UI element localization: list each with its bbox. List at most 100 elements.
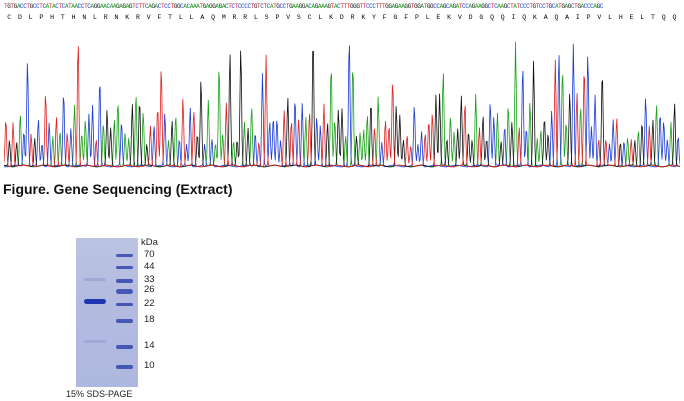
dna-base: A bbox=[439, 3, 444, 10]
amino-acid: R bbox=[243, 14, 248, 21]
dna-base: C bbox=[433, 3, 437, 10]
dna-base: G bbox=[173, 3, 178, 10]
dna-base: T bbox=[458, 3, 463, 10]
amino-acid: P bbox=[275, 14, 280, 21]
trace-c bbox=[4, 43, 680, 168]
dna-base: C bbox=[279, 3, 283, 10]
dna-base: T bbox=[375, 3, 380, 10]
dna-base: G bbox=[122, 3, 127, 10]
dna-base: C bbox=[462, 3, 466, 10]
amino-acid: C bbox=[307, 14, 312, 21]
dna-base: A bbox=[16, 3, 21, 10]
amino-acid: D bbox=[17, 14, 22, 21]
amino-acid: N bbox=[82, 14, 87, 21]
dna-base: T bbox=[378, 3, 383, 10]
dna-base: G bbox=[577, 3, 581, 10]
dna-base: A bbox=[109, 3, 114, 10]
marker-band bbox=[116, 303, 133, 306]
dna-base: T bbox=[545, 3, 549, 10]
amino-acid: T bbox=[168, 14, 173, 21]
dna-base: A bbox=[192, 3, 197, 10]
dna-base: T bbox=[330, 3, 335, 10]
dna-base: T bbox=[199, 3, 203, 10]
dna-base: A bbox=[112, 3, 117, 10]
amino-acid: H bbox=[71, 14, 76, 21]
amino-acid: L bbox=[640, 14, 645, 21]
amino-acid: P bbox=[586, 14, 591, 21]
dna-base: G bbox=[414, 3, 418, 10]
dna-base: C bbox=[372, 3, 376, 10]
amino-acid: D bbox=[339, 14, 344, 21]
dna-base: A bbox=[189, 3, 194, 10]
dna-base: A bbox=[183, 3, 187, 10]
dna-base: C bbox=[506, 3, 511, 10]
dna-base: A bbox=[125, 3, 130, 10]
dna-base: T bbox=[250, 3, 255, 10]
dna-base: G bbox=[176, 3, 181, 10]
dna-base: C bbox=[446, 3, 450, 10]
dna-base: C bbox=[231, 3, 235, 10]
dna-base: C bbox=[87, 3, 91, 10]
amino-acid: L bbox=[608, 14, 612, 21]
dna-base: C bbox=[61, 3, 66, 10]
dna-base: C bbox=[247, 3, 251, 10]
marker-band bbox=[116, 345, 133, 349]
dna-base: G bbox=[29, 3, 34, 10]
amino-acid: N bbox=[114, 14, 119, 21]
dna-base: A bbox=[321, 3, 325, 10]
amino-acid: L bbox=[189, 14, 194, 21]
marker-band bbox=[116, 365, 133, 369]
dna-base: C bbox=[237, 3, 242, 10]
dna-base: T bbox=[285, 3, 290, 10]
dna-base: A bbox=[52, 3, 56, 10]
dna-base: A bbox=[333, 3, 338, 10]
amino-acid: K bbox=[447, 14, 452, 21]
dna-base: C bbox=[266, 3, 271, 10]
dna-base: A bbox=[221, 3, 226, 10]
dna-base: G bbox=[404, 3, 408, 10]
dna-base: T bbox=[58, 3, 62, 10]
dna-base: C bbox=[225, 3, 229, 10]
dna-base: A bbox=[305, 3, 309, 10]
dna-base: C bbox=[77, 3, 82, 10]
dna-base: C bbox=[522, 3, 527, 10]
dna-base: A bbox=[468, 3, 472, 10]
dna-base: A bbox=[391, 3, 396, 10]
marker-label: 70 bbox=[144, 249, 155, 260]
dna-base: C bbox=[186, 3, 191, 10]
sample-band bbox=[84, 299, 106, 304]
amino-acid: E bbox=[436, 14, 441, 21]
amino-acid: P bbox=[39, 14, 44, 21]
dna-base: C bbox=[570, 3, 575, 10]
dna-base: T bbox=[574, 3, 578, 10]
dna-base: G bbox=[314, 3, 319, 10]
amino-acid: P bbox=[414, 14, 419, 21]
dna-base: G bbox=[212, 3, 216, 10]
dna-base: A bbox=[580, 3, 585, 10]
dna-base: T bbox=[362, 3, 367, 10]
dna-base: G bbox=[202, 3, 207, 10]
dna-base: G bbox=[209, 3, 213, 10]
dna-base: C bbox=[583, 3, 588, 10]
dna-base: C bbox=[144, 3, 149, 10]
chromatogram bbox=[4, 41, 680, 168]
dna-base: A bbox=[154, 3, 159, 10]
amino-acid: G bbox=[393, 14, 398, 21]
dna-base: G bbox=[13, 3, 18, 10]
dna-base: C bbox=[23, 3, 27, 10]
amino-acid: L bbox=[254, 14, 258, 21]
dna-base: C bbox=[164, 3, 168, 10]
dna-base: G bbox=[452, 3, 456, 10]
dna-base: G bbox=[394, 3, 399, 10]
dna-base: T bbox=[141, 3, 146, 10]
amino-acid: K bbox=[532, 14, 537, 21]
dna-base: A bbox=[64, 3, 69, 10]
dna-base: G bbox=[388, 3, 392, 10]
dna-base: G bbox=[96, 3, 101, 10]
dna-base: A bbox=[324, 3, 328, 10]
marker-band bbox=[116, 289, 133, 294]
dna-base: G bbox=[442, 3, 447, 10]
amino-acid: C bbox=[7, 14, 12, 21]
amino-acid: V bbox=[146, 14, 151, 21]
dna-base: A bbox=[474, 3, 479, 10]
